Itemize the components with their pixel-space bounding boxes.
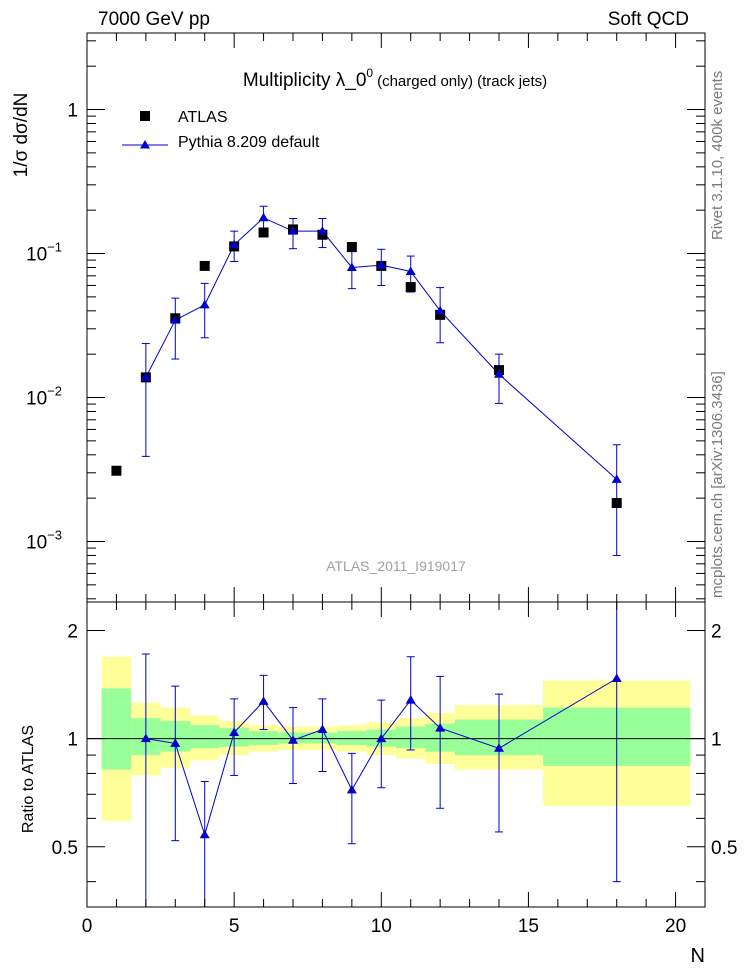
atlas-point — [111, 465, 122, 476]
main-ylabel: 1/σ dσ/dN — [11, 93, 32, 178]
main-marks — [111, 205, 622, 556]
atlas-point — [611, 498, 622, 509]
pythia-point — [435, 305, 446, 315]
ratio-marks — [140, 602, 622, 907]
ratio-point — [317, 724, 328, 734]
legend: ATLAS Pythia 8.209 default — [122, 109, 320, 151]
legend-marker-atlas — [140, 111, 150, 121]
ratio-point — [346, 784, 357, 794]
ratio-point — [258, 696, 269, 705]
ratio-point — [288, 735, 298, 744]
x-tick-label: 10 — [371, 916, 392, 937]
main-y-tick-label: 10−1 — [26, 240, 62, 266]
main-panel: 1 10−1 10−2 10−3 Multiplicity λ_00 (charged … — [11, 32, 706, 603]
ratio-band-green — [101, 688, 132, 770]
ratio-y-tick-label-right: 0.5 — [711, 838, 737, 859]
main-title-rest: (charged only) (track jets) — [377, 73, 547, 90]
ratio-band-green — [190, 725, 220, 749]
ratio-point — [435, 723, 446, 732]
ratio-y-tick-label: 1 — [67, 730, 78, 751]
atlas-point — [258, 227, 269, 238]
pythia-point — [317, 226, 328, 235]
legend-label-atlas: ATLAS — [178, 109, 228, 126]
x-tick-label: 15 — [518, 916, 539, 937]
x-tick-label: 0 — [82, 916, 93, 937]
legend-marker-pythia — [140, 140, 150, 149]
main-y-tick-label: 10−2 — [26, 384, 62, 410]
atlas-point — [199, 260, 210, 271]
ratio-frame — [86, 601, 706, 908]
ratio-y-tick-label-right: 1 — [711, 730, 722, 751]
atlas-point — [405, 282, 416, 293]
ratio-panel: 0.5 0.51 12 20 5 10 15 20 Ratio to ATLAS N — [20, 601, 737, 967]
legend-label-pythia: Pythia 8.209 default — [178, 134, 320, 151]
header-left: 7000 GeV pp — [98, 9, 210, 30]
pythia-point — [170, 315, 181, 324]
ratio-point — [140, 733, 151, 743]
ratio-band-green — [248, 731, 279, 746]
pythia-point — [405, 266, 416, 276]
pythia-point — [611, 474, 622, 483]
ratio-point — [229, 727, 240, 737]
main-axes: 1 10−1 10−2 10−3 — [26, 33, 706, 602]
pythia-point — [258, 212, 269, 222]
pythia-point — [229, 239, 240, 249]
main-y-tick-label: 1 — [67, 101, 78, 122]
atlas-point — [346, 241, 357, 252]
ratio-axes: 0.5 0.51 12 20 5 10 15 20 — [52, 602, 737, 937]
pythia-point — [140, 372, 151, 381]
ratio-y-tick-label-right: 2 — [711, 621, 722, 642]
atlas-point — [435, 309, 446, 320]
ratio-ylabel: Ratio to ATLAS — [20, 725, 37, 833]
ratio-point — [494, 743, 504, 752]
pythia-point — [376, 260, 387, 269]
pythia-point — [199, 299, 210, 309]
side-label-bottom: mcplots.cern.ch [arXiv:1306.3436] — [709, 371, 726, 598]
pythia-point — [288, 226, 298, 235]
ratio-xlabel: N — [691, 945, 705, 967]
x-tick-label: 20 — [665, 916, 686, 937]
ratio-point — [199, 829, 210, 839]
ratio-point — [376, 733, 387, 743]
ratio-y-tick-label: 0.5 — [52, 838, 78, 859]
atlas-point — [317, 229, 328, 240]
header-right: Soft QCD — [608, 9, 689, 30]
main-title-main: Multiplicity λ_0 — [243, 70, 367, 91]
ratio-y-tick-label: 2 — [67, 621, 78, 642]
pythia-point — [494, 369, 504, 378]
main-y-tick-label: 10−3 — [26, 527, 62, 553]
x-tick-label: 5 — [229, 916, 240, 937]
ratio-point — [170, 738, 181, 747]
watermark: ATLAS_2011_I919017 — [326, 558, 466, 574]
side-label-top: Rivet 3.1.10, 400k events — [709, 71, 726, 240]
main-title-sup: 0 — [366, 66, 373, 80]
ratio-band-green — [337, 731, 367, 746]
pythia-point — [346, 262, 357, 271]
ratio-point — [611, 673, 622, 683]
ratio-point — [405, 695, 416, 704]
main-title: Multiplicity λ_00 (charged only) (track j… — [243, 66, 547, 91]
